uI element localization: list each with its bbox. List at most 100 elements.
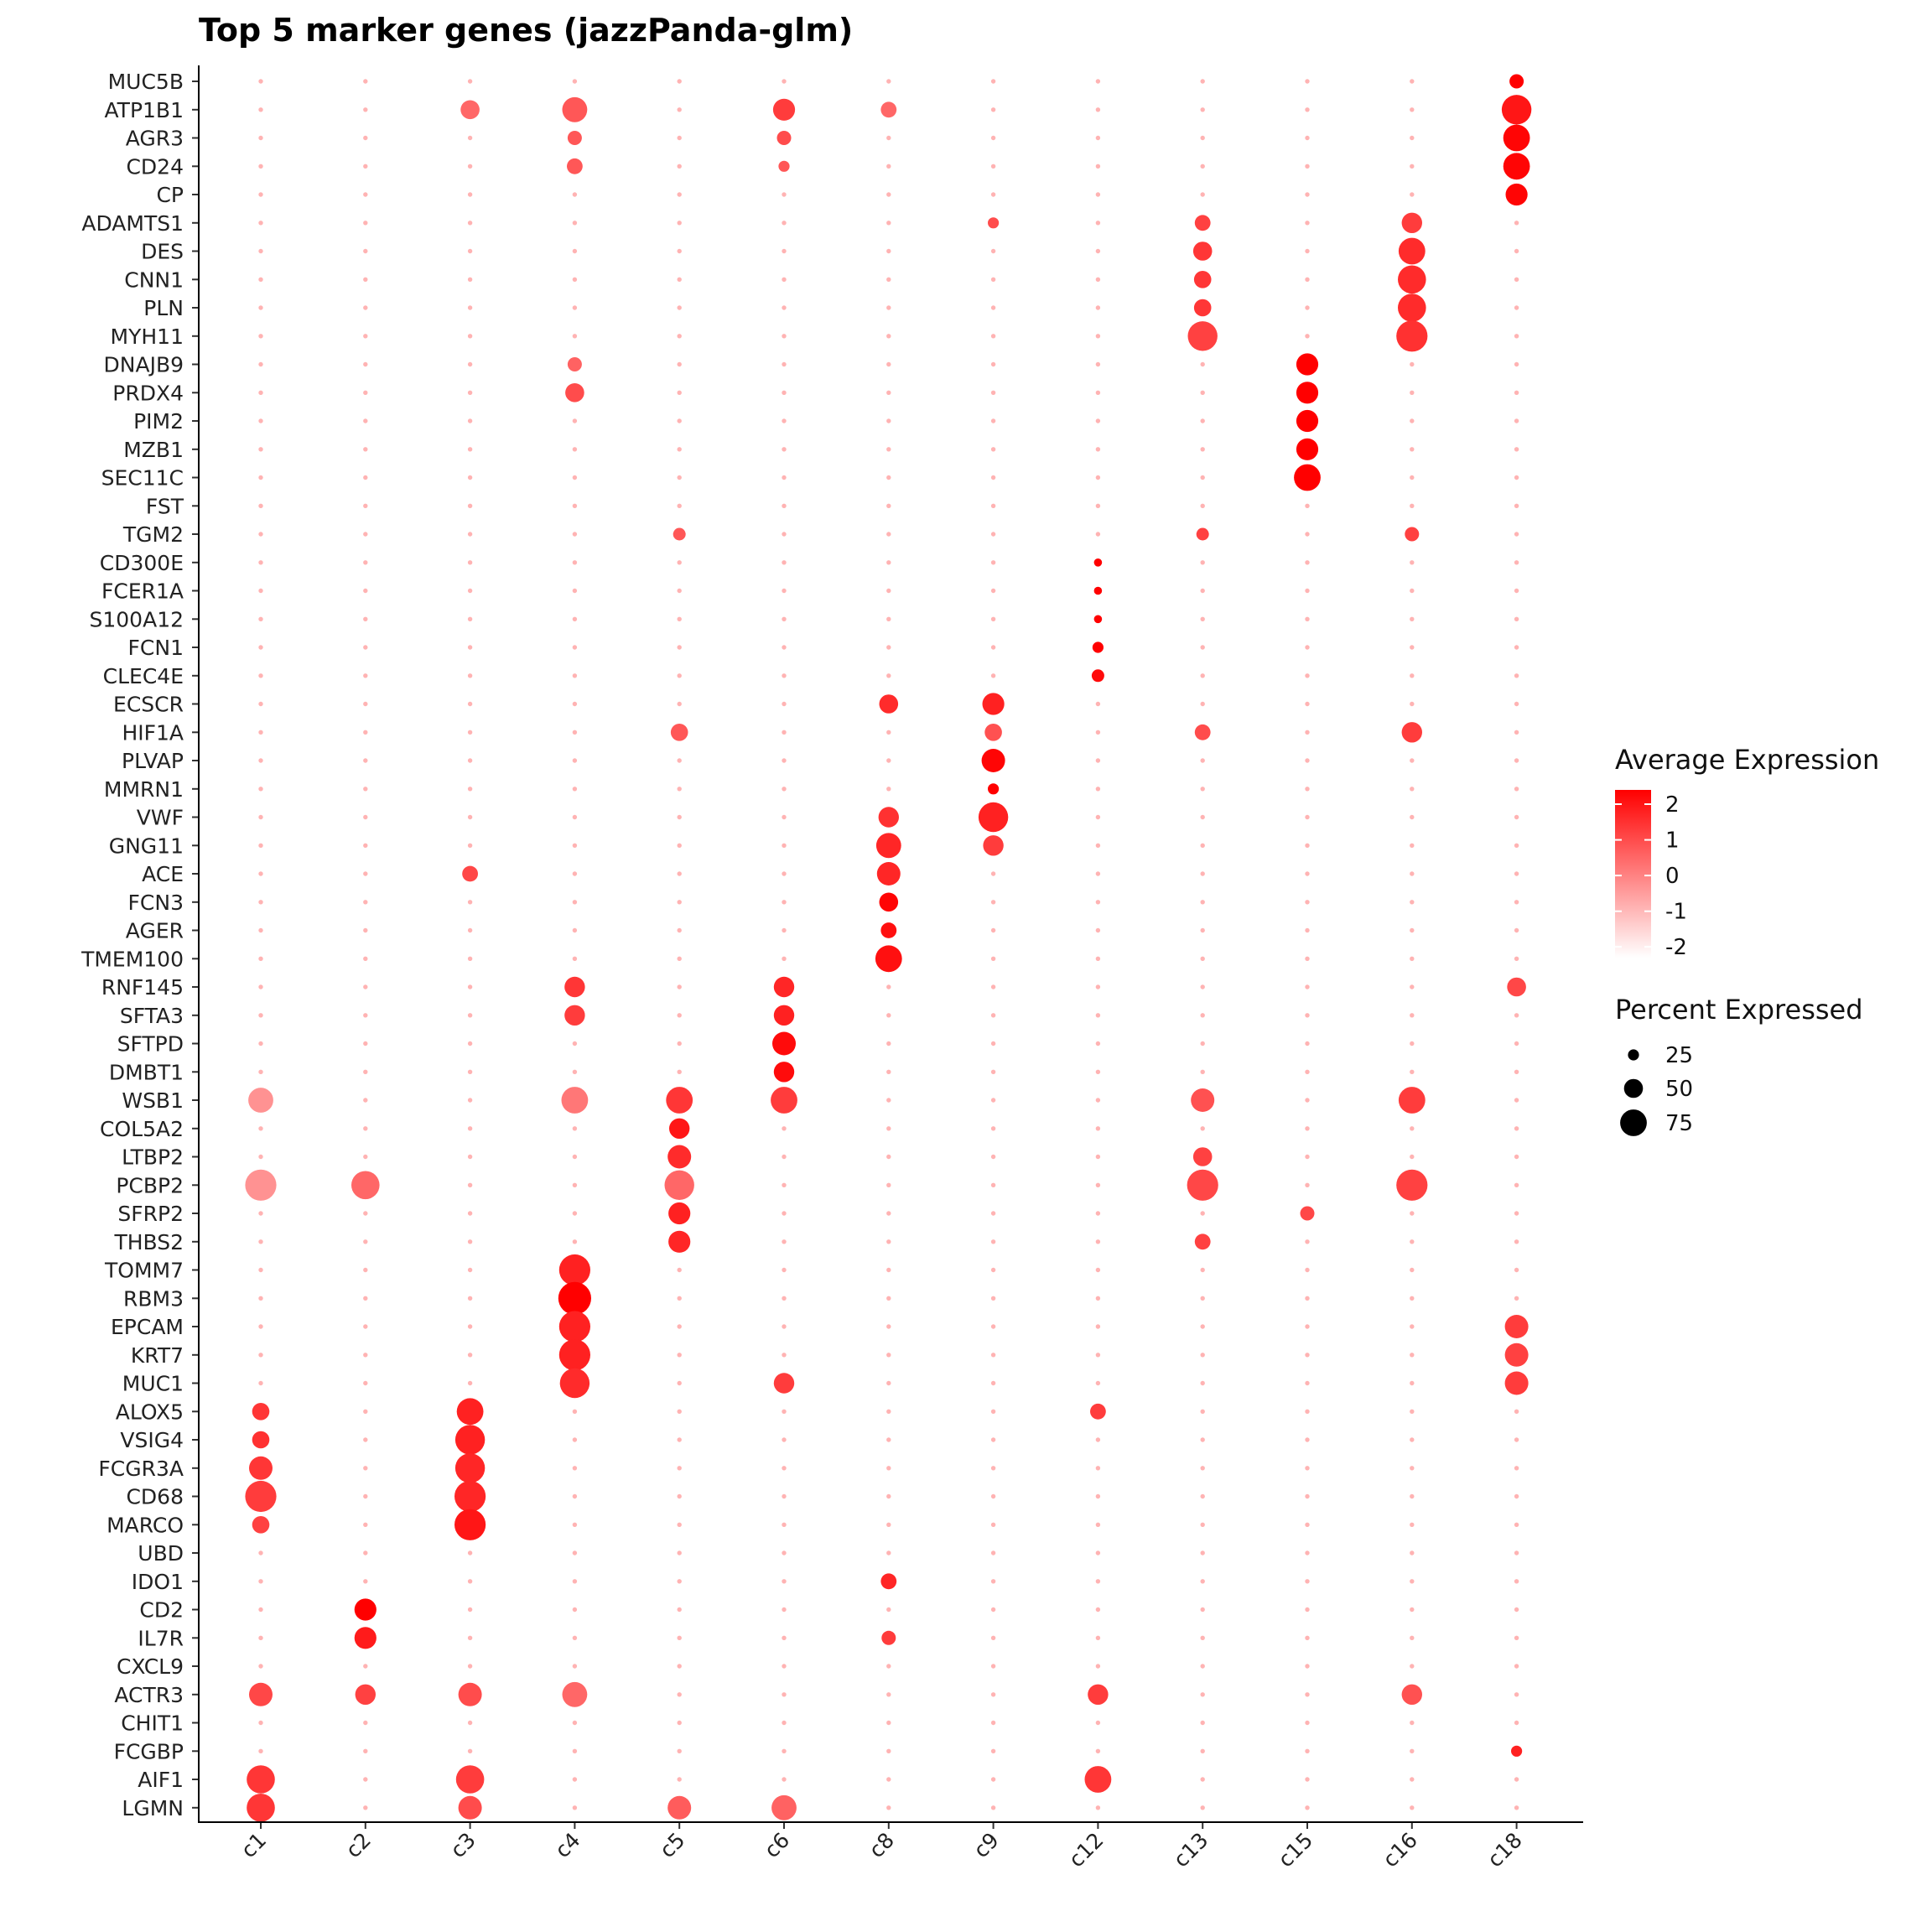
- dot-CLEC4E-c3: [467, 673, 473, 678]
- gene-label: ADAMTS1: [81, 211, 184, 236]
- dot-CXCL9-c15: [1305, 1664, 1310, 1669]
- cluster-label: c18: [1483, 1828, 1527, 1872]
- dot-MZB1-c3: [467, 447, 473, 452]
- dot-ACTR3-c18: [1514, 1692, 1519, 1697]
- dot-COL5A2-c12: [1095, 1126, 1101, 1131]
- dot-ATP1B1-c5: [677, 107, 682, 112]
- dot-GNG11-c3: [467, 843, 473, 848]
- dot-HIF1A-c12: [1095, 730, 1101, 735]
- dot-ATP1B1-c12: [1095, 107, 1101, 112]
- dot-CD300E-c18: [1514, 560, 1519, 565]
- dot-PLN-c3: [467, 305, 473, 310]
- dot-DMBT1-c8: [886, 1069, 891, 1075]
- dot-CNN1-c6: [782, 277, 787, 282]
- dot-TOMM7-c1: [258, 1267, 263, 1273]
- dot-TMEM100-c12: [1095, 956, 1101, 962]
- dot-THBS2-c16: [1410, 1239, 1415, 1244]
- dot-FCN3-c8: [879, 892, 899, 912]
- dot-CP-c3: [467, 192, 473, 197]
- dot-VWF-c3: [467, 814, 473, 820]
- cluster-label: c5: [655, 1828, 689, 1862]
- dot-ECSCR-c15: [1305, 701, 1310, 707]
- dot-MMRN1-c13: [1200, 787, 1205, 792]
- dot-CD24-c4: [567, 158, 583, 174]
- dot-CLEC4E-c18: [1514, 673, 1519, 678]
- dot-S100A12-c8: [886, 616, 891, 621]
- gene-label: UBD: [138, 1541, 184, 1566]
- dot-FST-c1: [258, 503, 263, 508]
- dot-KRT7-c9: [990, 1353, 996, 1358]
- dot-LTBP2-c8: [886, 1154, 891, 1160]
- dot-KRT7-c4: [558, 1339, 591, 1371]
- dot-CD2-c2: [354, 1598, 377, 1621]
- dot-CLEC4E-c5: [677, 673, 682, 678]
- dot-FCGR3A-c6: [782, 1466, 787, 1471]
- dot-ACTR3-c15: [1305, 1692, 1310, 1697]
- dot-LTBP2-c18: [1514, 1154, 1519, 1160]
- dot-ADAMTS1-c15: [1305, 221, 1310, 226]
- dot-CP-c4: [572, 192, 578, 197]
- dot-KRT7-c16: [1410, 1353, 1415, 1358]
- dot-CNN1-c9: [990, 277, 996, 282]
- dot-UBD-c13: [1200, 1550, 1205, 1555]
- dot-IDO1-c1: [258, 1579, 263, 1584]
- dot-IDO1-c9: [990, 1579, 996, 1584]
- dot-TOMM7-c16: [1410, 1267, 1415, 1273]
- cluster-label: c3: [445, 1828, 480, 1862]
- dot-CD68-c13: [1200, 1493, 1205, 1499]
- dot-MARCO-c18: [1514, 1522, 1519, 1528]
- dot-AIF1-c2: [363, 1777, 368, 1782]
- dot-MUC5B-c16: [1410, 79, 1415, 84]
- dot-AIF1-c4: [572, 1777, 578, 1782]
- dot-HIF1A-c3: [467, 730, 473, 735]
- dot-FCN1-c18: [1514, 645, 1519, 650]
- dot-MARCO-c16: [1410, 1522, 1415, 1528]
- dot-FCN1-c6: [782, 645, 787, 650]
- dot-CHIT1-c16: [1410, 1720, 1415, 1726]
- dot-IL7R-c1: [258, 1635, 263, 1641]
- dot-TGM2-c8: [886, 532, 891, 537]
- dot-S100A12-c5: [677, 616, 682, 621]
- dot-PRDX4-c12: [1095, 390, 1101, 395]
- dot-SFTPD-c13: [1200, 1041, 1205, 1046]
- dot-EPCAM-c4: [558, 1311, 591, 1343]
- dot-FCGBP-c3: [467, 1748, 473, 1753]
- gene-label: CXCL9: [117, 1654, 184, 1679]
- dot-VWF-c16: [1410, 814, 1415, 820]
- dot-MMRN1-c1: [258, 787, 263, 792]
- color-tick-label: 2: [1665, 792, 1680, 818]
- dot-SFTA3-c12: [1095, 1013, 1101, 1018]
- legend: Average Expression 2 1 0 -1 -2 Percent Expre…: [1615, 744, 1879, 1136]
- dot-VSIG4-c5: [677, 1437, 682, 1442]
- dot-CHIT1-c13: [1200, 1720, 1205, 1726]
- dot-TOMM7-c9: [990, 1267, 996, 1273]
- dot-ALOX5-c1: [252, 1403, 270, 1420]
- dot-TMEM100-c16: [1410, 956, 1415, 962]
- dot-MYH11-c15: [1305, 334, 1310, 339]
- cluster-label: c6: [760, 1828, 794, 1862]
- gene-label: CD2: [139, 1598, 184, 1623]
- dot-CD300E-c4: [572, 560, 578, 565]
- dot-LTBP2-c2: [363, 1154, 368, 1160]
- dot-PLVAP-c15: [1305, 758, 1310, 763]
- dot-MUC5B-c15: [1305, 79, 1310, 84]
- dot-LGMN-c18: [1514, 1805, 1519, 1810]
- dot-LTBP2-c1: [258, 1154, 263, 1160]
- dot-CNN1-c12: [1095, 277, 1101, 282]
- dot-PLVAP-c13: [1200, 758, 1205, 763]
- dot-RBM3-c6: [782, 1296, 787, 1301]
- dot-PRDX4-c1: [258, 390, 263, 395]
- dot-AIF1-c15: [1305, 1777, 1310, 1782]
- dot-SEC11C-c4: [572, 475, 578, 480]
- dot-DNAJB9-c6: [782, 361, 787, 367]
- dot-RBM3-c15: [1305, 1296, 1310, 1301]
- gene-label: S100A12: [90, 607, 184, 631]
- dot-SFTPD-c15: [1305, 1041, 1310, 1046]
- dot-MUC1-c18: [1504, 1371, 1529, 1395]
- dot-AIF1-c16: [1410, 1777, 1415, 1782]
- dot-PCBP2-c8: [886, 1182, 891, 1188]
- dot-SFRP2-c18: [1514, 1211, 1519, 1216]
- dot-AGER-c3: [467, 927, 473, 933]
- dot-CD2-c1: [258, 1607, 263, 1613]
- dot-AGR3-c4: [567, 131, 582, 145]
